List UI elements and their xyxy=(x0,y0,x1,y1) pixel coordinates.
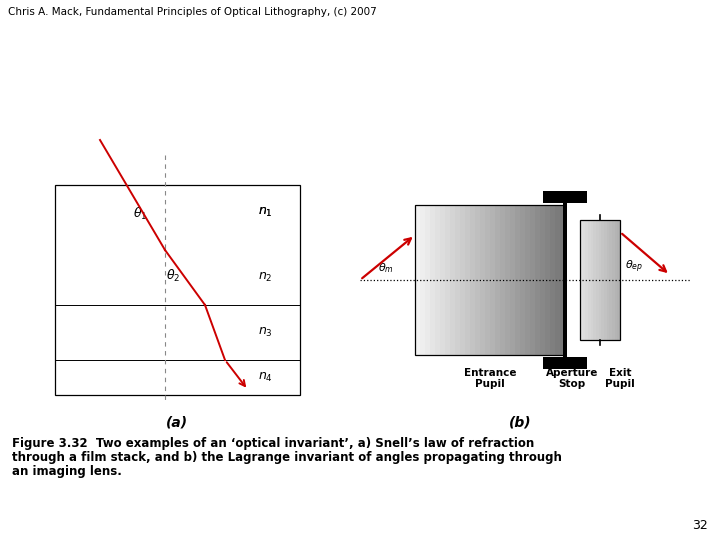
Bar xyxy=(495,205,500,355)
Bar xyxy=(543,357,587,369)
Text: Aperture: Aperture xyxy=(546,368,598,378)
Bar xyxy=(425,205,430,355)
Text: Exit: Exit xyxy=(608,368,631,378)
Text: Figure 3.32  Two examples of an ‘optical invariant’, a) Snell’s law of refractio: Figure 3.32 Two examples of an ‘optical … xyxy=(12,437,534,450)
Bar xyxy=(460,205,465,355)
Text: Pupil: Pupil xyxy=(475,379,505,389)
Text: $\theta_m$: $\theta_m$ xyxy=(378,261,394,275)
Bar xyxy=(601,220,604,340)
Bar xyxy=(563,191,567,369)
Bar xyxy=(435,205,440,355)
Bar xyxy=(470,205,475,355)
Text: an imaging lens.: an imaging lens. xyxy=(12,465,122,478)
Bar xyxy=(530,205,535,355)
Bar xyxy=(415,205,565,355)
Text: $\theta_{ep}$: $\theta_{ep}$ xyxy=(625,259,643,275)
Bar xyxy=(485,205,490,355)
Bar xyxy=(596,220,598,340)
Bar xyxy=(560,205,565,355)
Bar xyxy=(445,205,450,355)
Bar xyxy=(585,220,588,340)
Text: $n_1$: $n_1$ xyxy=(258,206,272,219)
Text: Entrance: Entrance xyxy=(464,368,516,378)
Bar xyxy=(515,205,520,355)
Text: (a): (a) xyxy=(166,415,188,429)
Bar xyxy=(455,205,460,355)
Bar xyxy=(550,205,555,355)
Bar xyxy=(510,205,515,355)
Bar xyxy=(440,205,445,355)
Bar xyxy=(555,205,560,355)
Bar xyxy=(420,205,425,355)
Bar xyxy=(490,205,495,355)
Bar xyxy=(415,205,420,355)
Bar xyxy=(480,205,485,355)
Bar xyxy=(590,220,593,340)
Bar xyxy=(588,220,590,340)
Text: $\theta_1$: $\theta_1$ xyxy=(132,206,147,222)
Text: (b): (b) xyxy=(509,415,531,429)
Bar xyxy=(593,220,596,340)
Bar xyxy=(580,220,582,340)
Text: Chris A. Mack, Fundamental Principles of Optical Lithography, (c) 2007: Chris A. Mack, Fundamental Principles of… xyxy=(8,7,377,17)
Bar xyxy=(505,205,510,355)
Bar xyxy=(520,205,525,355)
Text: Pupil: Pupil xyxy=(605,379,635,389)
Bar xyxy=(535,205,540,355)
Bar xyxy=(500,205,505,355)
Bar xyxy=(465,205,470,355)
Bar xyxy=(540,205,545,355)
Bar xyxy=(598,220,601,340)
Text: $n_2$: $n_2$ xyxy=(258,271,272,284)
Bar xyxy=(607,220,609,340)
Bar xyxy=(609,220,612,340)
Bar xyxy=(545,205,550,355)
Text: $n_4$: $n_4$ xyxy=(258,371,272,384)
Bar xyxy=(582,220,585,340)
Bar xyxy=(430,205,435,355)
Bar xyxy=(450,205,455,355)
Bar xyxy=(612,220,615,340)
Text: $n_1$: $n_1$ xyxy=(258,206,272,219)
Text: Stop: Stop xyxy=(559,379,585,389)
Text: $n_3$: $n_3$ xyxy=(258,326,272,339)
Bar xyxy=(543,191,587,203)
Bar xyxy=(475,205,480,355)
Text: through a film stack, and b) the Lagrange invariant of angles propagating throug: through a film stack, and b) the Lagrang… xyxy=(12,451,562,464)
Bar xyxy=(55,185,300,395)
Bar xyxy=(525,205,530,355)
Text: $\theta_2$: $\theta_2$ xyxy=(166,268,180,284)
Text: 32: 32 xyxy=(692,519,708,532)
Bar xyxy=(617,220,620,340)
Bar xyxy=(580,220,620,340)
Bar xyxy=(604,220,607,340)
Bar xyxy=(615,220,617,340)
